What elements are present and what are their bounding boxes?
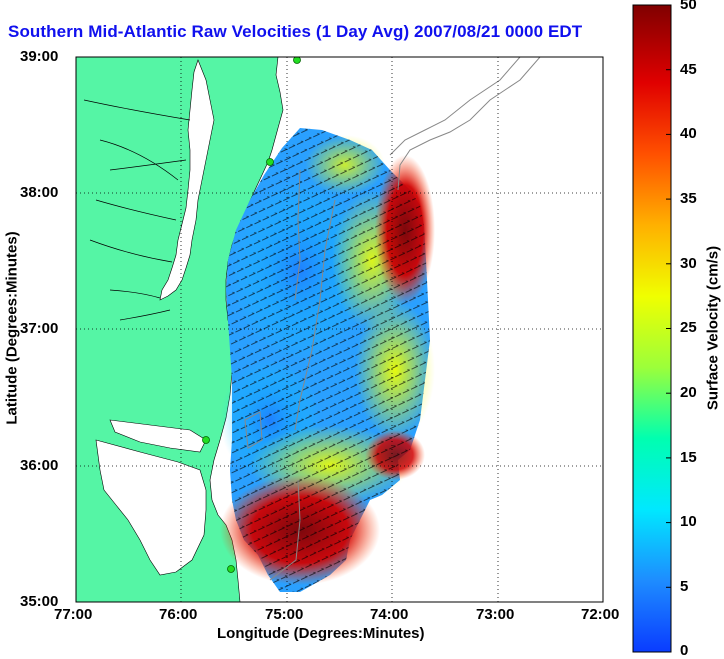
- colorbar-tick-label: 5: [680, 578, 689, 595]
- chesapeake-bay: [159, 59, 215, 301]
- colorbar-tick-label: 30: [680, 255, 697, 272]
- x-tick-label: 74:00: [370, 606, 409, 623]
- colorbar-tick-label: 0: [680, 642, 689, 659]
- y-tick-label: 35:00: [20, 593, 59, 610]
- x-tick-label: 72:00: [581, 606, 620, 623]
- y-tick-label: 37:00: [20, 320, 59, 337]
- pamlico-sound: [95, 439, 207, 576]
- y-tick-label: 38:00: [20, 184, 59, 201]
- x-tick-label: 76:00: [159, 606, 198, 623]
- y-axis-label: Latitude (Degrees:Minutes): [3, 231, 21, 425]
- colorbar-tick-label: 50: [680, 0, 697, 13]
- colorbar-tick-label: 45: [680, 61, 697, 78]
- velocity-vectors: [226, 128, 430, 592]
- bathymetry-contours: [244, 57, 541, 581]
- y-tick-label: 39:00: [20, 48, 59, 65]
- x-tick-label: 75:00: [265, 606, 304, 623]
- colorbar-tick-label: 40: [680, 125, 697, 142]
- colorbar-tick-label: 20: [680, 384, 697, 401]
- river-lines: [83, 99, 191, 321]
- albemarle-sound: [109, 419, 207, 453]
- plot-frame: [75, 56, 604, 603]
- radar-sites: [202, 57, 301, 573]
- x-axis-label: Longitude (Degrees:Minutes): [217, 625, 425, 642]
- colorbar: [632, 4, 672, 653]
- colorbar-label: Surface Velocity (cm/s): [704, 245, 722, 411]
- colorbar-tick-label: 35: [680, 190, 697, 207]
- x-tick-label: 73:00: [476, 606, 515, 623]
- graticule: [76, 57, 603, 602]
- colorbar-tick-label: 15: [680, 449, 697, 466]
- colorbar-tick-label: 10: [680, 513, 697, 530]
- y-tick-label: 36:00: [20, 457, 59, 474]
- colorbar-tick-label: 25: [680, 319, 697, 336]
- map-title: Southern Mid-Atlantic Raw Velocities (1 …: [8, 22, 583, 41]
- colorbar-ticks: [666, 4, 671, 653]
- x-tick-label: 77:00: [54, 606, 93, 623]
